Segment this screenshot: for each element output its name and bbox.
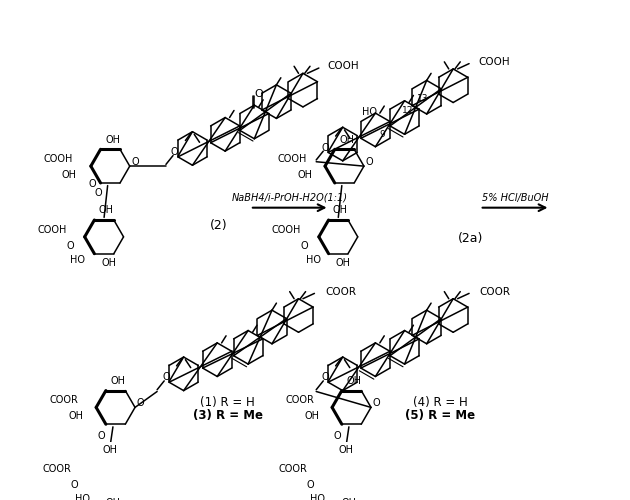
Text: OH: OH xyxy=(69,411,84,421)
Text: (3) R = Me: (3) R = Me xyxy=(193,409,263,422)
Text: O: O xyxy=(89,179,96,189)
Text: NaBH4/i-PrOH-H2O(1:1): NaBH4/i-PrOH-H2O(1:1) xyxy=(232,193,348,203)
Text: O: O xyxy=(94,188,101,198)
Text: COOR: COOR xyxy=(278,464,307,474)
Text: OH: OH xyxy=(340,134,355,144)
Text: OH: OH xyxy=(335,258,350,268)
Text: (4) R = H: (4) R = H xyxy=(413,396,467,408)
Text: OH: OH xyxy=(341,498,357,500)
Text: OH: OH xyxy=(339,445,353,455)
Text: O: O xyxy=(66,240,74,250)
Text: (5) R = Me: (5) R = Me xyxy=(405,409,475,422)
Text: COOH: COOH xyxy=(272,225,301,235)
Text: HO: HO xyxy=(70,255,85,265)
Text: OH: OH xyxy=(98,206,113,216)
Text: O: O xyxy=(255,88,263,99)
Text: HO: HO xyxy=(362,107,377,117)
Text: O: O xyxy=(162,372,169,382)
Text: O: O xyxy=(334,430,341,440)
Text: O: O xyxy=(321,372,329,382)
Text: COOH: COOH xyxy=(38,225,67,235)
Text: COOR: COOR xyxy=(479,286,511,296)
Text: 5% HCl/BuOH: 5% HCl/BuOH xyxy=(482,193,548,203)
Text: O: O xyxy=(132,156,139,166)
Text: COOH: COOH xyxy=(278,154,307,164)
Text: O: O xyxy=(171,147,179,157)
Text: OH: OH xyxy=(297,170,312,180)
Text: O: O xyxy=(321,142,329,152)
Text: COOR: COOR xyxy=(50,396,79,406)
Text: 13: 13 xyxy=(416,94,428,104)
Text: (2a): (2a) xyxy=(458,232,484,245)
Text: O: O xyxy=(98,430,105,440)
Text: O: O xyxy=(137,398,144,408)
Text: COOH: COOH xyxy=(478,57,510,67)
Text: O: O xyxy=(373,398,381,408)
Text: OH: OH xyxy=(305,411,320,421)
Text: 12: 12 xyxy=(401,106,413,115)
Text: COOH: COOH xyxy=(44,154,73,164)
Text: 9: 9 xyxy=(380,130,386,139)
Text: COOH: COOH xyxy=(328,62,359,72)
Text: OH: OH xyxy=(333,206,348,216)
Text: OH: OH xyxy=(346,376,362,386)
Text: O: O xyxy=(301,240,308,250)
Text: OH: OH xyxy=(62,170,77,180)
Text: OH: OH xyxy=(105,498,120,500)
Text: HO: HO xyxy=(74,494,89,500)
Text: (2): (2) xyxy=(210,219,228,232)
Text: OH: OH xyxy=(111,376,126,386)
Text: HO: HO xyxy=(311,494,326,500)
Text: OH: OH xyxy=(105,134,120,144)
Text: (1) R = H: (1) R = H xyxy=(200,396,255,408)
Text: COOR: COOR xyxy=(42,464,71,474)
Text: O: O xyxy=(71,480,79,490)
Text: OH: OH xyxy=(101,258,116,268)
Text: OH: OH xyxy=(103,445,118,455)
Text: COOR: COOR xyxy=(285,396,314,406)
Text: HO: HO xyxy=(306,255,321,265)
Text: O: O xyxy=(365,156,374,166)
Text: O: O xyxy=(307,480,314,490)
Text: COOR: COOR xyxy=(325,286,356,296)
